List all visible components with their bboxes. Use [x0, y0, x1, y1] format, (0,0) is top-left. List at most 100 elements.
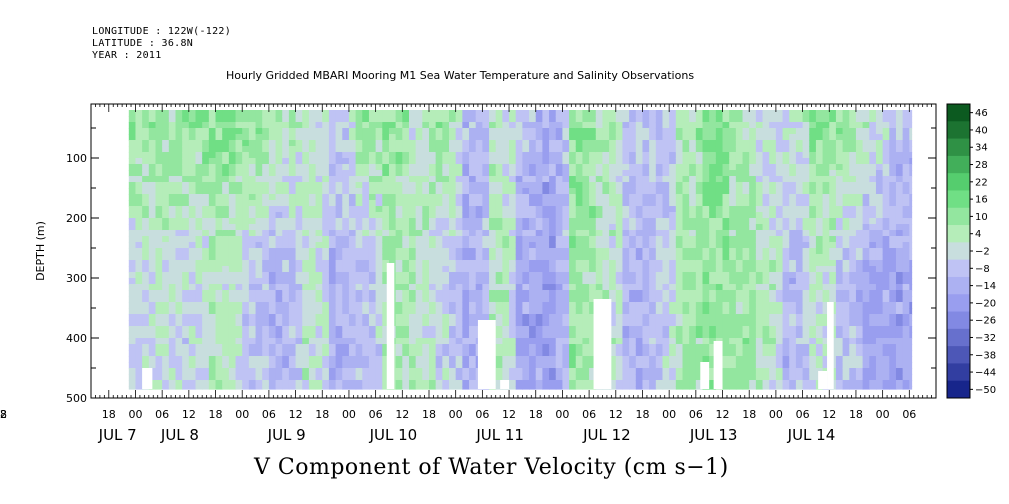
heatmap-cell — [362, 332, 370, 339]
heatmap-cell — [142, 122, 150, 129]
heatmap-cell — [775, 374, 784, 381]
heatmap-cell — [475, 194, 483, 201]
heatmap-cell — [589, 284, 597, 291]
heatmap-cell — [615, 350, 624, 357]
heatmap-cell — [569, 182, 577, 189]
heatmap-cell — [415, 248, 423, 255]
heatmap-cell — [662, 200, 670, 207]
heatmap-cell — [302, 254, 310, 261]
heatmap-cell — [642, 290, 650, 297]
heatmap-cell — [148, 230, 157, 237]
heatmap-cell — [695, 260, 704, 267]
heatmap-cell — [295, 362, 303, 369]
heatmap-cell — [582, 320, 590, 327]
heatmap-cell — [215, 368, 223, 375]
heatmap-cell — [595, 212, 604, 219]
heatmap-cell — [689, 320, 697, 327]
heatmap-cell — [368, 284, 377, 291]
heatmap-cell — [142, 116, 150, 123]
heatmap-cell — [275, 164, 283, 171]
heatmap-cell — [762, 332, 770, 339]
heatmap-cell — [155, 320, 163, 327]
heatmap-cell — [375, 320, 383, 327]
heatmap-cell — [615, 188, 624, 195]
heatmap-cell — [655, 266, 664, 273]
heatmap-cell — [362, 110, 370, 117]
heatmap-cell — [422, 242, 430, 249]
heatmap-cell — [168, 386, 177, 390]
heatmap-cell — [529, 356, 537, 363]
heatmap-cell — [148, 368, 157, 375]
heatmap-cell — [582, 368, 590, 375]
heatmap-cell — [262, 164, 270, 171]
heatmap-cell — [715, 314, 724, 321]
heatmap-cell — [328, 278, 337, 285]
heatmap-cell — [682, 368, 690, 375]
heatmap-cell — [175, 356, 183, 363]
heatmap-cell — [529, 332, 537, 339]
heatmap-cell — [188, 158, 197, 165]
heatmap-cell — [449, 140, 457, 147]
heatmap-cell — [575, 182, 584, 189]
heatmap-cell — [228, 386, 237, 390]
heatmap-cell — [435, 248, 443, 255]
heatmap-cell — [175, 290, 183, 297]
heatmap-cell — [775, 176, 784, 183]
heatmap-cell — [615, 296, 624, 303]
heatmap-cell — [675, 164, 684, 171]
heatmap-cell — [128, 140, 137, 147]
heatmap-cell — [408, 254, 417, 261]
heatmap-cell — [295, 248, 303, 255]
heatmap-cell — [188, 314, 197, 321]
heatmap-cell — [602, 254, 610, 261]
heatmap-cell — [222, 146, 230, 153]
heatmap-cell — [415, 236, 423, 243]
heatmap-cell — [469, 356, 477, 363]
heatmap-cell — [395, 308, 403, 315]
heatmap-cell — [542, 386, 550, 390]
heatmap-cell — [662, 344, 670, 351]
heatmap-cell — [408, 242, 417, 249]
heatmap-cell — [822, 188, 830, 195]
heatmap-cell — [475, 134, 483, 141]
heatmap-cell — [188, 296, 197, 303]
heatmap-cell — [422, 248, 430, 255]
heatmap-cell — [755, 302, 764, 309]
heatmap-cell — [188, 230, 197, 237]
heatmap-cell — [182, 386, 190, 390]
heatmap-cell — [282, 308, 290, 315]
heatmap-cell — [669, 116, 677, 123]
heatmap-cell — [322, 182, 330, 189]
heatmap-cell — [142, 284, 150, 291]
heatmap-cell — [589, 332, 597, 339]
heatmap-cell — [815, 326, 824, 333]
heatmap-cell — [402, 242, 410, 249]
heatmap-cell — [475, 110, 483, 117]
heatmap-cell — [348, 218, 357, 225]
heatmap-cell — [295, 386, 303, 390]
heatmap-cell — [228, 206, 237, 213]
heatmap-cell — [615, 272, 624, 279]
heatmap-cell — [755, 314, 764, 321]
heatmap-cell — [175, 374, 183, 381]
heatmap-cell — [809, 128, 817, 135]
heatmap-cell — [809, 290, 817, 297]
heatmap-cell — [655, 296, 664, 303]
heatmap-cell — [622, 218, 630, 225]
heatmap-cell — [282, 164, 290, 171]
heatmap-cell — [382, 110, 390, 117]
heatmap-cell — [555, 134, 564, 141]
heatmap-cell — [582, 296, 590, 303]
heatmap-cell — [282, 350, 290, 357]
heatmap-cell — [549, 224, 557, 231]
heatmap-cell — [615, 146, 624, 153]
heatmap-cell — [322, 224, 330, 231]
heatmap-cell — [749, 176, 757, 183]
heatmap-cell — [662, 128, 670, 135]
heatmap-cell — [315, 290, 323, 297]
heatmap-cell — [135, 116, 143, 123]
heatmap-cell — [455, 188, 463, 195]
heatmap-cell — [208, 338, 217, 345]
heatmap-cell — [248, 374, 257, 381]
heatmap-cell — [455, 368, 463, 375]
